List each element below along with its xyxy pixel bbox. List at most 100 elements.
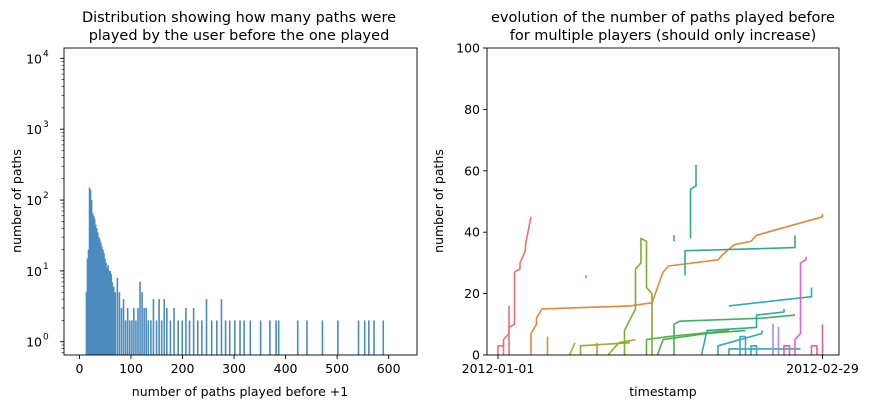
histogram-frame: [63, 47, 418, 356]
histogram-bar: [89, 189, 92, 355]
timeline-chart: evolution of the number of paths played …: [431, 10, 859, 399]
player-series-line: [673, 314, 796, 355]
histogram-bar: [94, 224, 97, 355]
histogram-bar: [112, 286, 115, 355]
histogram-bar: [145, 307, 148, 355]
x-tick-label: 100: [119, 361, 143, 376]
y-tick-exponent: 0: [43, 333, 49, 343]
histogram-bar: [93, 218, 96, 355]
histogram-bar: [169, 320, 172, 355]
histogram-bar: [158, 299, 160, 355]
histogram-bar: [143, 307, 145, 355]
histogram-bar: [86, 258, 89, 355]
y-tick-label: 10: [26, 122, 42, 137]
histogram-bar: [85, 292, 88, 355]
y-tick-label: 0: [472, 348, 480, 363]
histogram-bar: [185, 307, 187, 355]
player-series-line: [568, 342, 576, 356]
histogram-x-axis: 0 100 200 300 400 500 600: [75, 355, 401, 376]
histogram-bar: [107, 265, 109, 355]
histogram-bar: [102, 249, 104, 355]
histogram-bar: [173, 307, 175, 355]
histogram-bar: [368, 320, 370, 355]
histogram-bar: [363, 320, 366, 355]
histogram-bar: [120, 307, 123, 355]
histogram-bar: [106, 267, 108, 355]
player-series-line: [810, 344, 818, 355]
histogram-bar: [234, 320, 236, 355]
histogram-bar: [101, 246, 103, 355]
y-tick-label: 10: [26, 264, 42, 279]
histogram-bar: [135, 320, 137, 355]
x-tick-label: 200: [171, 361, 195, 376]
timeline-title-line-2: for multiple players (should only increa…: [510, 28, 816, 44]
histogram-bar: [130, 320, 133, 355]
histogram-bar: [109, 270, 111, 355]
player-series-line: [645, 329, 730, 355]
player-series-line: [739, 335, 747, 355]
histogram-bar: [139, 281, 141, 355]
y-tick-exponent: 4: [43, 49, 49, 59]
histogram-bar: [259, 320, 262, 355]
histogram-bar: [166, 307, 168, 355]
histogram-bar: [122, 299, 125, 355]
histogram-bar: [116, 277, 119, 355]
histogram-y-axis-label: number of paths: [9, 149, 24, 253]
histogram-bar: [137, 307, 139, 355]
timeline-y-axis-label: number of paths: [431, 149, 446, 253]
histogram-bar: [337, 320, 339, 355]
histogram-bar: [357, 320, 360, 355]
histogram-bar: [160, 320, 163, 355]
histogram-bar: [92, 215, 95, 355]
histogram-bar: [90, 200, 93, 355]
histogram-bar: [108, 270, 110, 355]
histogram-bar: [103, 252, 105, 355]
histogram-bar: [181, 320, 184, 355]
y-tick-label: 10: [26, 335, 42, 350]
histogram-bar: [100, 242, 102, 355]
histogram-bar: [99, 239, 101, 355]
player-series-line: [607, 338, 636, 356]
player-series-line: [728, 287, 813, 307]
x-tick-label: 0: [75, 361, 83, 376]
y-tick-exponent: 2: [43, 191, 49, 201]
player-series-line: [689, 164, 697, 239]
player-series-line: [794, 256, 807, 355]
histogram-bar: [306, 320, 308, 355]
histogram-bar: [96, 232, 99, 355]
histogram-bar: [269, 320, 271, 355]
player-series-line: [684, 235, 796, 276]
player-series-line: [530, 213, 824, 355]
histogram-bar: [124, 320, 127, 355]
histogram-x-axis-label: number of paths played before +1: [132, 384, 348, 399]
timeline-x-axis-label: timestamp: [629, 384, 696, 399]
player-series-line: [750, 344, 758, 355]
histogram-bar: [275, 320, 277, 355]
y-tick-label: 100: [456, 41, 480, 56]
histogram-bar: [133, 307, 135, 355]
timeline-title-line-1: evolution of the number of paths played …: [491, 10, 835, 26]
y-tick-label: 60: [464, 163, 480, 178]
x-tick-label: 400: [274, 361, 298, 376]
histogram-bar: [110, 274, 112, 355]
histogram-bar: [155, 320, 158, 355]
histogram-bar: [188, 320, 191, 355]
player-series-line: [579, 341, 631, 355]
histogram-bar: [373, 320, 375, 355]
histogram-bar: [228, 320, 231, 355]
x-tick-label: 300: [222, 361, 246, 376]
histogram-bar: [95, 228, 98, 355]
histogram-bar: [105, 262, 107, 355]
timeline-frame: [486, 47, 840, 356]
histogram-bar: [98, 237, 100, 355]
histogram-bar: [249, 320, 252, 355]
y-tick-label: 10: [26, 51, 42, 66]
y-tick-exponent: 1: [43, 262, 49, 272]
histogram-bar: [88, 187, 91, 355]
player-series-line: [783, 344, 791, 355]
histogram-bar: [114, 292, 117, 355]
y-tick-label: 40: [464, 225, 480, 240]
histogram-bar: [126, 307, 129, 355]
histogram-bar: [224, 320, 227, 355]
